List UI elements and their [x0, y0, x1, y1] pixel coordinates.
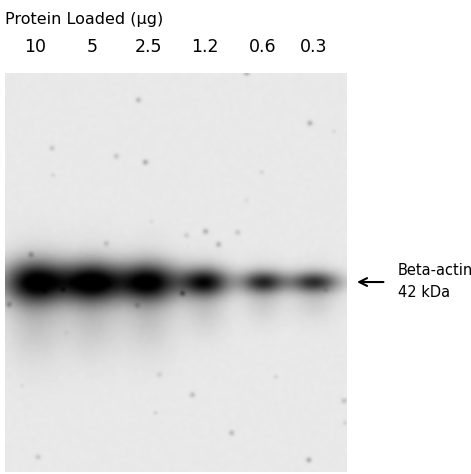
Text: 42 kDa: 42 kDa — [398, 285, 450, 301]
Text: Beta-actin: Beta-actin — [398, 263, 471, 278]
Text: 2.5: 2.5 — [135, 38, 162, 56]
Text: 0.6: 0.6 — [249, 38, 276, 56]
Text: 1.2: 1.2 — [191, 38, 219, 56]
Text: Protein Loaded (μg): Protein Loaded (μg) — [5, 12, 163, 27]
Text: 0.3: 0.3 — [300, 38, 327, 56]
Text: 5: 5 — [86, 38, 97, 56]
Text: 10: 10 — [24, 38, 46, 56]
